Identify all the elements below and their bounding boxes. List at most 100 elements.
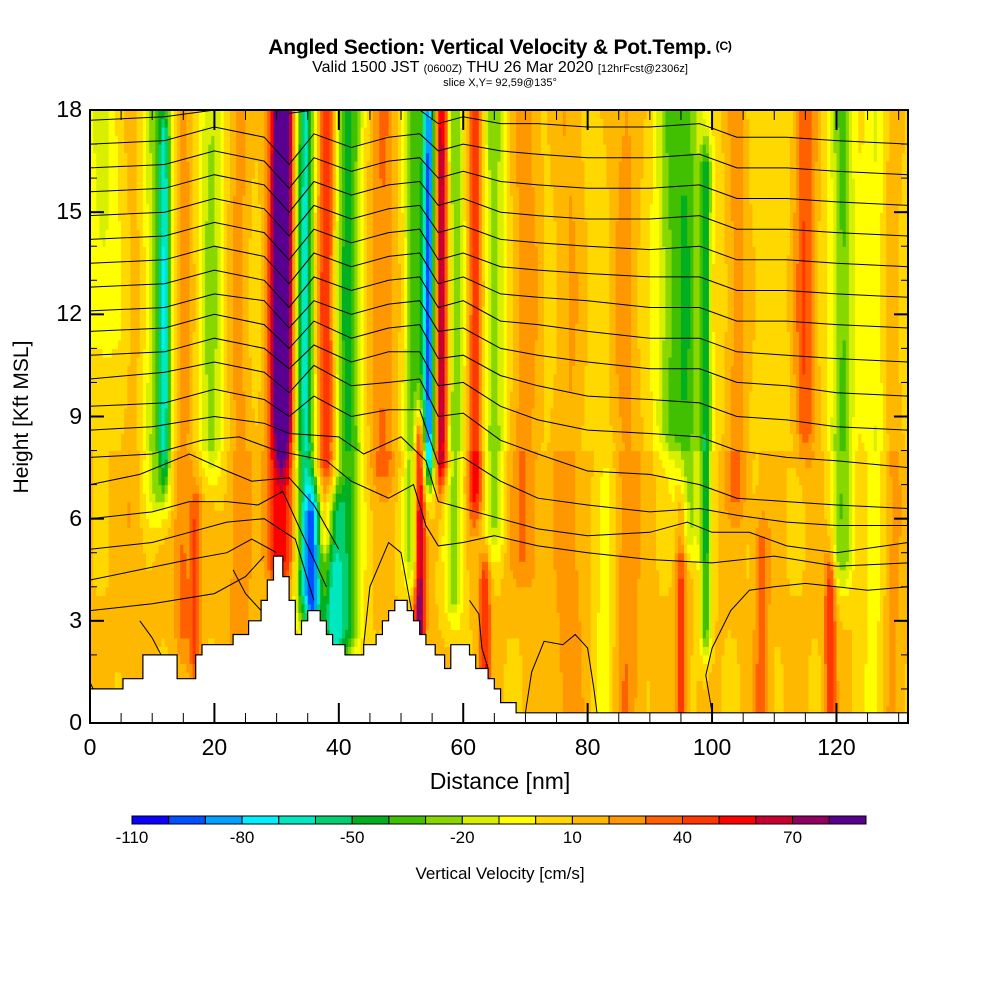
velocity-cell [145, 203, 150, 384]
velocity-cell [111, 110, 116, 349]
velocity-cell [161, 501, 166, 511]
velocity-cell [270, 569, 275, 579]
velocity-cell [139, 110, 144, 528]
velocity-cell [158, 527, 163, 545]
velocity-cell [544, 110, 548, 452]
velocity-cell [313, 544, 318, 613]
velocity-cell [702, 637, 707, 647]
velocity-cell [447, 467, 452, 486]
velocity-cell [774, 646, 778, 723]
velocity-cell [525, 586, 530, 723]
velocity-cell [345, 476, 349, 554]
velocity-cell [304, 467, 309, 486]
velocity-cell [161, 510, 166, 520]
velocity-cell [808, 110, 813, 435]
isentrope-line [232, 569, 265, 615]
velocity-cell [460, 450, 464, 613]
velocity-cell [195, 459, 200, 486]
velocity-cell [901, 110, 906, 154]
velocity-cell [575, 569, 579, 723]
isentrope-line [90, 337, 908, 469]
velocity-cell [774, 110, 778, 452]
velocity-cell [497, 535, 502, 562]
terrain-profile [90, 555, 908, 723]
velocity-cell [108, 356, 113, 452]
velocity-cell [121, 433, 125, 723]
velocity-cell [699, 561, 704, 639]
velocity-cell [142, 246, 147, 349]
colorbar-segment [828, 815, 867, 825]
velocity-cell [693, 535, 698, 562]
velocity-cell [562, 110, 567, 137]
velocity-cell [338, 501, 343, 562]
velocity-cell [357, 450, 362, 639]
velocity-cell [749, 203, 754, 392]
velocity-cell [441, 561, 446, 639]
slice-info: slice X,Y= 92,59@135° [443, 77, 557, 89]
velocity-cell [559, 450, 564, 673]
velocity-cell [652, 110, 657, 452]
velocity-cell [575, 110, 579, 273]
velocity-cell [304, 595, 309, 605]
velocity-cell [183, 552, 188, 639]
velocity-cell [429, 467, 433, 477]
velocity-cell [494, 561, 499, 596]
velocity-cell [164, 110, 169, 120]
velocity-cell [161, 246, 166, 349]
velocity-cell [830, 586, 834, 723]
velocity-cell [180, 637, 184, 665]
velocity-cell [712, 450, 716, 665]
velocity-cell [503, 450, 508, 554]
velocity-cell [441, 535, 446, 562]
velocity-cell [827, 552, 831, 562]
velocity-cell [668, 450, 673, 460]
velocity-cell [441, 484, 446, 494]
velocity-cell [705, 110, 710, 128]
velocity-cell [758, 518, 763, 537]
velocity-cell [413, 425, 418, 443]
velocity-cell [307, 442, 312, 452]
velocity-cell [261, 450, 265, 562]
velocity-cell [298, 110, 303, 145]
velocity-cell [354, 637, 359, 647]
velocity-cell [547, 144, 551, 443]
isentrope-line [90, 110, 215, 121]
velocity-cell [354, 450, 359, 639]
velocity-cell [161, 484, 166, 494]
velocity-cell [158, 501, 163, 511]
velocity-cell [811, 637, 816, 723]
velocity-cell [220, 450, 225, 511]
velocity-cell [279, 493, 284, 571]
velocity-cell [155, 510, 160, 528]
velocity-cell [161, 450, 166, 469]
velocity-cell [852, 178, 856, 418]
velocity-cell [817, 365, 822, 656]
velocity-cell [699, 161, 704, 452]
velocity-cell [531, 407, 536, 452]
velocity-cell [481, 305, 486, 452]
velocity-cell [382, 407, 387, 477]
velocity-cell [301, 612, 306, 622]
velocity-cell [540, 442, 545, 452]
velocity-cell [201, 127, 206, 452]
velocity-cell [248, 356, 253, 452]
velocity-cell [341, 246, 346, 341]
velocity-cell [796, 433, 800, 477]
velocity-cell [556, 612, 561, 723]
velocity-cell [643, 450, 648, 716]
velocity-cell [680, 544, 685, 554]
valid-prefix: Valid 1500 JST [312, 59, 420, 76]
velocity-cell [357, 442, 362, 452]
velocity-cell [211, 135, 216, 452]
velocity-cell [419, 484, 424, 511]
velocity-cell [282, 484, 287, 562]
velocity-cell [540, 110, 545, 154]
velocity-cell [211, 450, 216, 469]
velocity-cell [898, 203, 903, 384]
velocity-cell [656, 399, 660, 426]
velocity-cell [164, 127, 169, 179]
velocity-cell [618, 552, 623, 723]
velocity-cell [799, 484, 803, 596]
velocity-cell [124, 407, 128, 723]
velocity-cell [167, 110, 172, 137]
